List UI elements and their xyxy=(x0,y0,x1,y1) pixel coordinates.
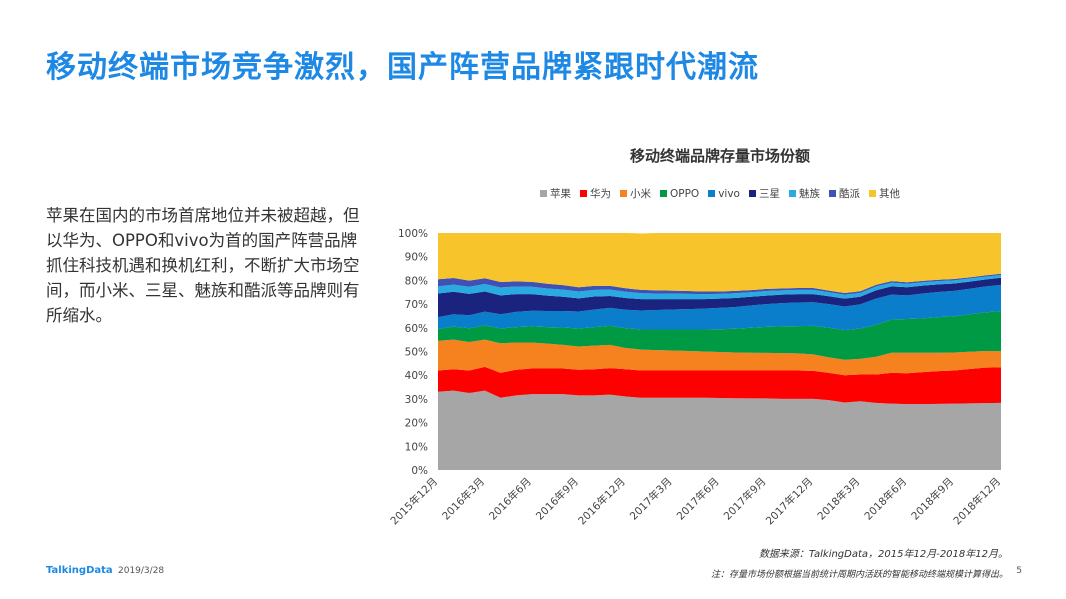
legend-item: 三星 xyxy=(748,186,780,201)
legend-item: 苹果 xyxy=(540,186,571,201)
legend-label: OPPO xyxy=(670,187,700,200)
legend-label: 苹果 xyxy=(550,188,571,200)
legend-item: 酷派 xyxy=(828,186,860,201)
y-tick-label: 60% xyxy=(405,323,428,335)
legend-label: 三星 xyxy=(758,188,780,200)
date-label: 2019/3/28 xyxy=(118,566,165,576)
y-tick-label: 70% xyxy=(405,299,428,311)
y-tick-label: 80% xyxy=(405,275,428,287)
description-text: 苹果在国内的市场首席地位并未被超越，但以华为、OPPO和vivo为首的国产阵营品… xyxy=(46,206,360,325)
footnote: 注：存量市场份额根据当前统计周期内活跃的智能移动终端规模计算得出。 xyxy=(710,570,1008,580)
legend-label: 华为 xyxy=(590,188,611,200)
legend-label: 其他 xyxy=(878,188,900,200)
y-tick-label: 40% xyxy=(405,370,428,382)
legend-swatch xyxy=(828,190,836,197)
legend-label: 酷派 xyxy=(838,188,860,200)
legend-swatch xyxy=(868,190,876,197)
y-tick-label: 20% xyxy=(405,418,428,430)
stacked-area-chart: 0% 10% 20% 30% 40% 50% 60% 70% 80% 90% 100% 2015年12… xyxy=(390,228,1003,527)
series-area-7 xyxy=(438,273,1001,295)
legend-swatch xyxy=(788,190,796,197)
legend-item: vivo xyxy=(708,186,740,201)
legend-swatch xyxy=(660,190,667,197)
series-area-8 xyxy=(438,233,1001,293)
series-area-6 xyxy=(438,274,1001,300)
legend-item: 小米 xyxy=(620,186,651,201)
legend-item: 华为 xyxy=(580,186,611,201)
data-source: 数据来源：TalkingData，2015年12月-2018年12月。 xyxy=(758,549,1008,560)
x-tick-label: 2016年12月 xyxy=(575,475,627,527)
y-tick-label: 50% xyxy=(405,347,428,359)
y-tick-label: 100% xyxy=(398,228,428,240)
x-tick-label: 2016年9月 xyxy=(533,475,581,523)
legend-label: 魅族 xyxy=(798,188,820,200)
x-tick-label: 2018年3月 xyxy=(815,475,863,523)
series-area-0 xyxy=(438,390,1001,470)
x-tick-label: 2018年12月 xyxy=(951,475,1003,527)
legend-label: 小米 xyxy=(630,188,651,200)
series-area-2 xyxy=(438,339,1001,376)
chart-title: 移动终端品牌存量市场份额 xyxy=(629,147,810,165)
x-tick-label: 2016年3月 xyxy=(439,475,487,523)
x-tick-label: 2015年12月 xyxy=(390,475,440,527)
legend-swatch xyxy=(540,190,547,197)
chart-legend: 苹果 华为 小米 OPPO vivo 三星 魅族 酷派 其他 xyxy=(440,186,1000,201)
page-number: 5 xyxy=(1016,566,1022,576)
legend-swatch xyxy=(748,190,756,197)
legend-swatch xyxy=(620,190,627,197)
legend-label: vivo xyxy=(718,187,740,200)
legend-swatch xyxy=(580,190,587,197)
series-area-1 xyxy=(438,366,1001,405)
y-tick-label: 0% xyxy=(411,465,428,477)
legend-item: 魅族 xyxy=(788,186,820,201)
brand-logo: TalkingData xyxy=(46,565,113,576)
series-area-4 xyxy=(438,284,1001,331)
page-title: 移动终端市场竞争激烈，国产阵营品牌紧跟时代潮流 xyxy=(46,50,759,85)
x-tick-label: 2017年3月 xyxy=(627,475,675,523)
y-tick-label: 10% xyxy=(405,441,428,453)
y-tick-label: 30% xyxy=(405,394,428,406)
x-tick-label: 2018年6月 xyxy=(862,475,910,523)
x-tick-label: 2017年9月 xyxy=(721,475,769,523)
x-tick-label: 2018年9月 xyxy=(909,475,957,523)
series-area-5 xyxy=(438,277,1001,318)
x-tick-label: 2017年12月 xyxy=(763,475,815,527)
legend-item: OPPO xyxy=(660,186,699,201)
legend-item: 其他 xyxy=(868,186,900,201)
x-tick-label: 2016年6月 xyxy=(486,475,534,523)
x-tick-label: 2017年6月 xyxy=(674,475,722,523)
y-tick-label: 90% xyxy=(405,252,428,264)
legend-swatch xyxy=(708,190,716,197)
series-area-3 xyxy=(438,310,1001,360)
